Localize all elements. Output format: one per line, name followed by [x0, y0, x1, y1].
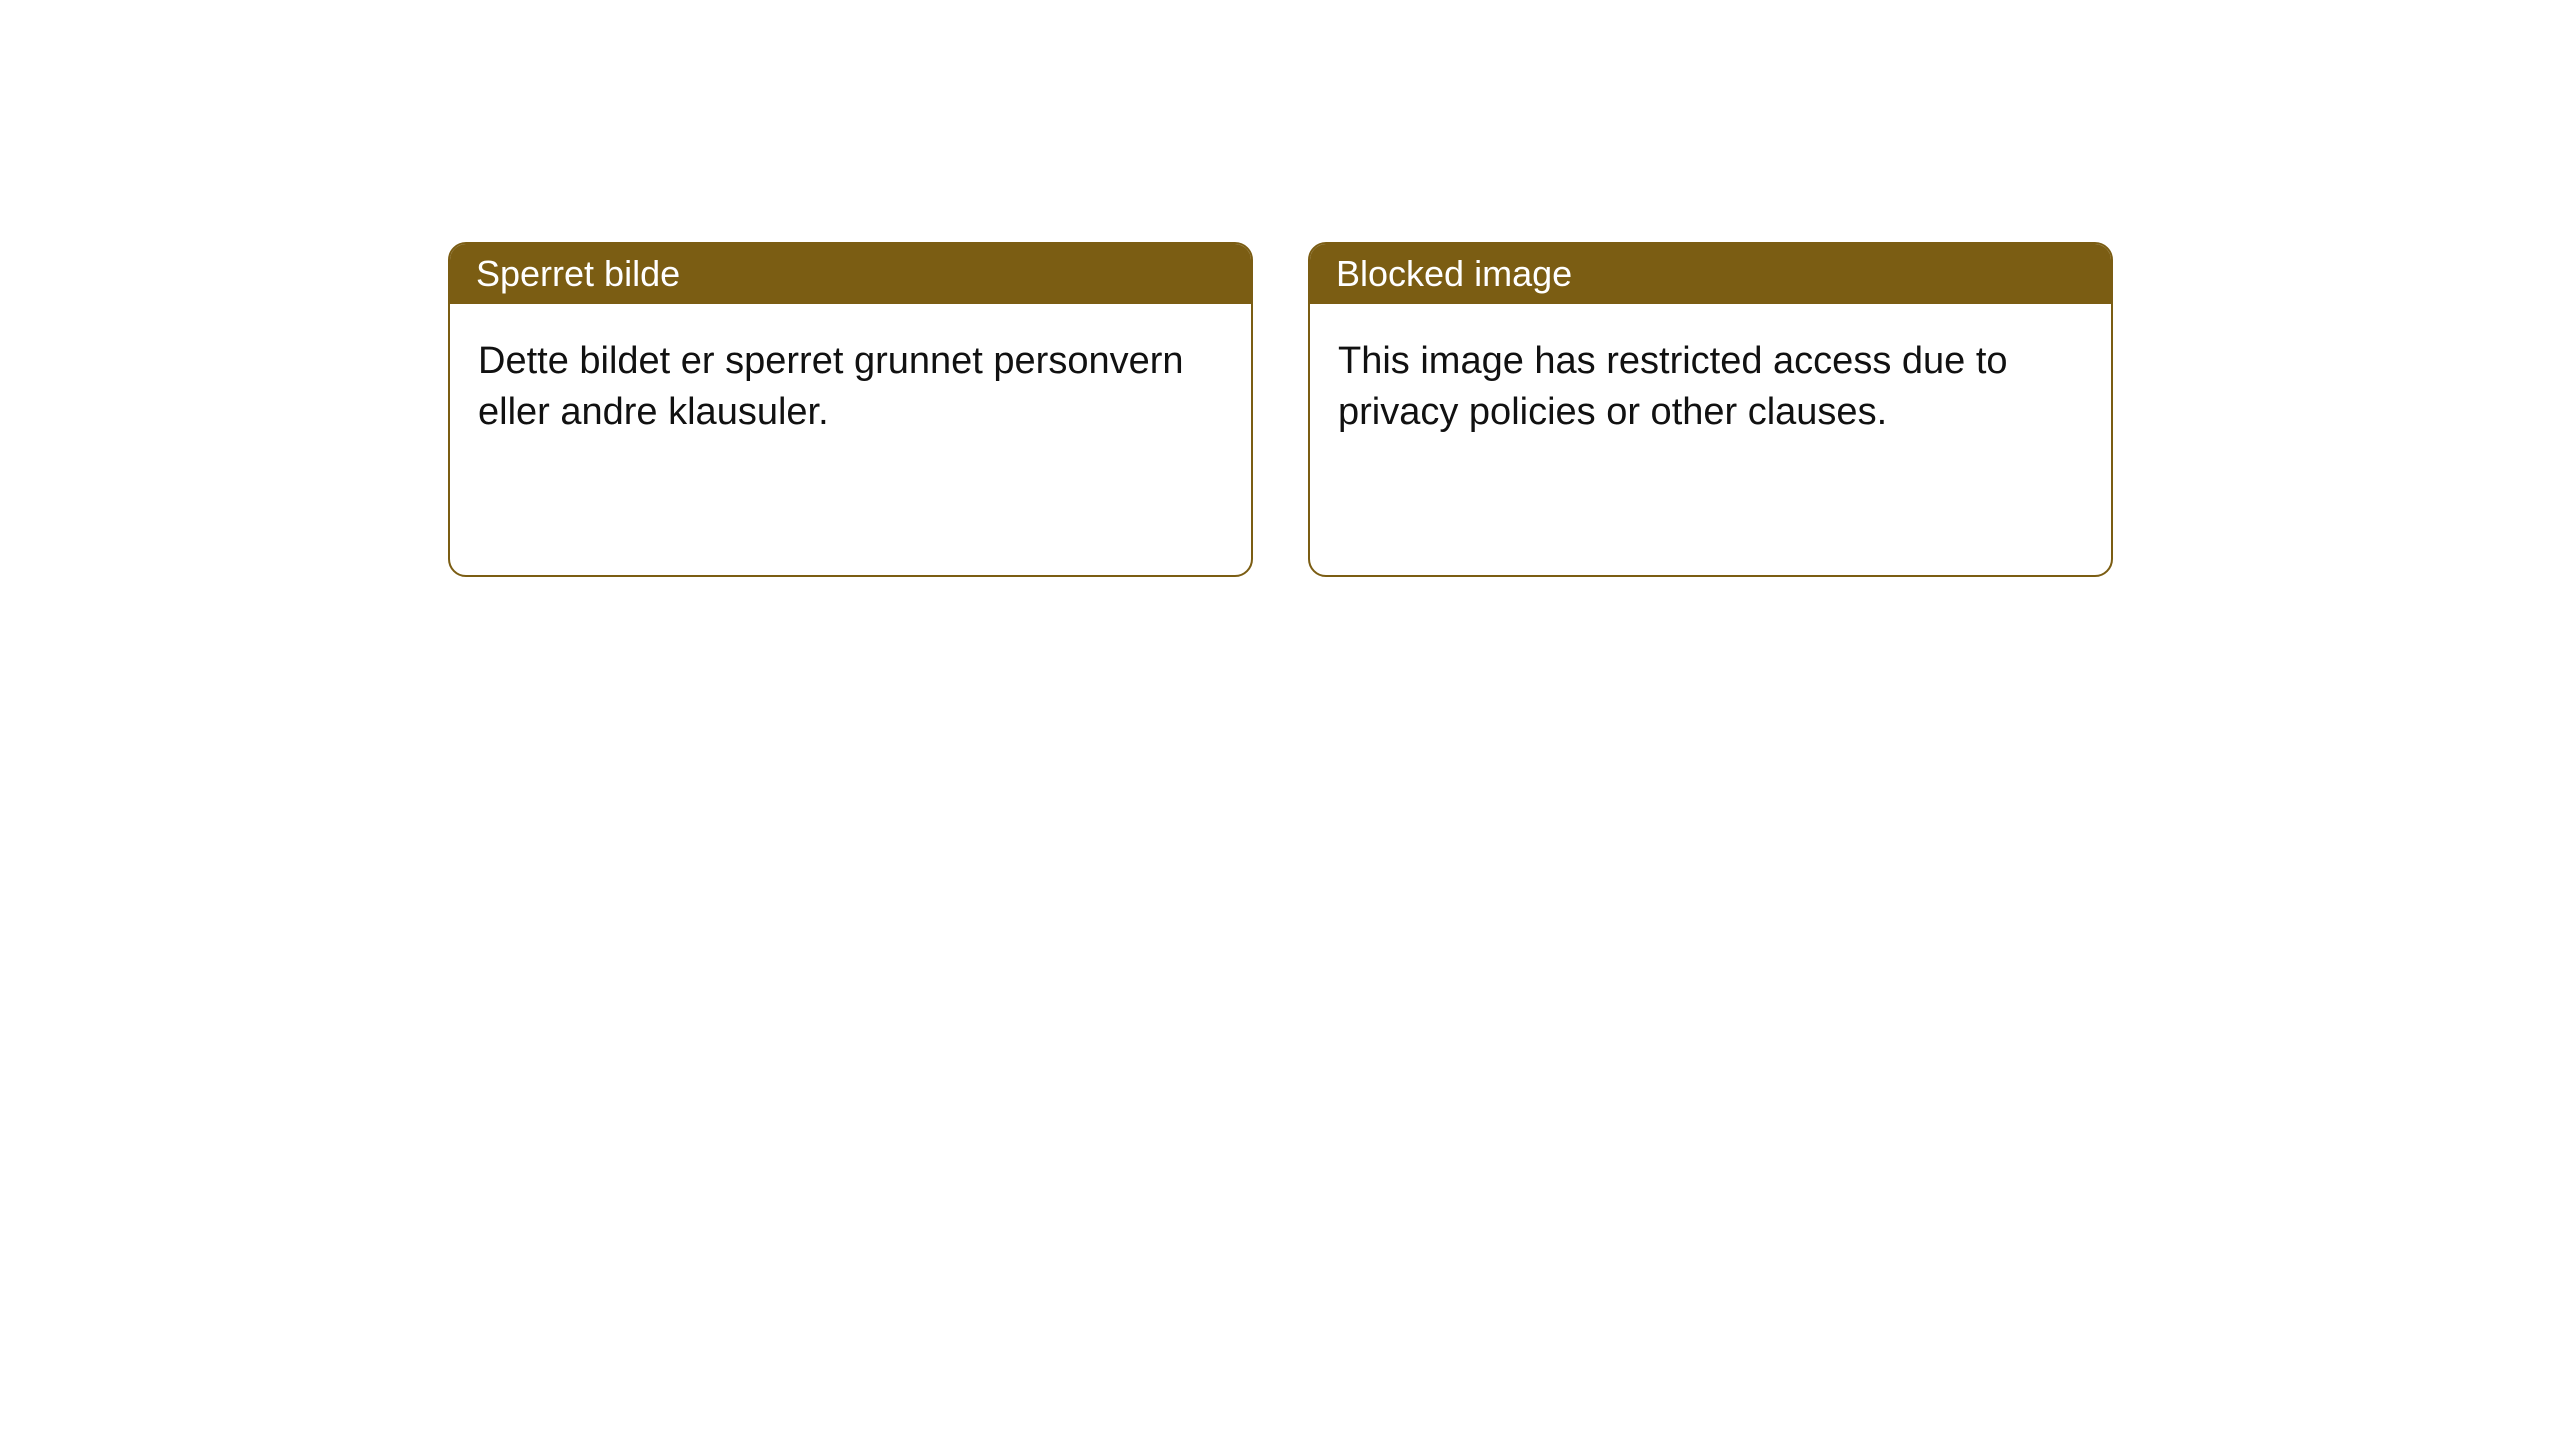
notice-title: Sperret bilde: [476, 253, 680, 295]
notice-body-text: Dette bildet er sperret grunnet personve…: [478, 340, 1184, 433]
notice-box-english: Blocked image This image has restricted …: [1308, 242, 2113, 577]
notice-body-text: This image has restricted access due to …: [1338, 340, 2008, 433]
notice-header: Blocked image: [1310, 244, 2111, 304]
notice-header: Sperret bilde: [450, 244, 1251, 304]
notice-box-norwegian: Sperret bilde Dette bildet er sperret gr…: [448, 242, 1253, 577]
notice-body: This image has restricted access due to …: [1310, 304, 2111, 471]
notice-container: Sperret bilde Dette bildet er sperret gr…: [448, 242, 2113, 577]
notice-title: Blocked image: [1336, 253, 1572, 295]
notice-body: Dette bildet er sperret grunnet personve…: [450, 304, 1251, 471]
